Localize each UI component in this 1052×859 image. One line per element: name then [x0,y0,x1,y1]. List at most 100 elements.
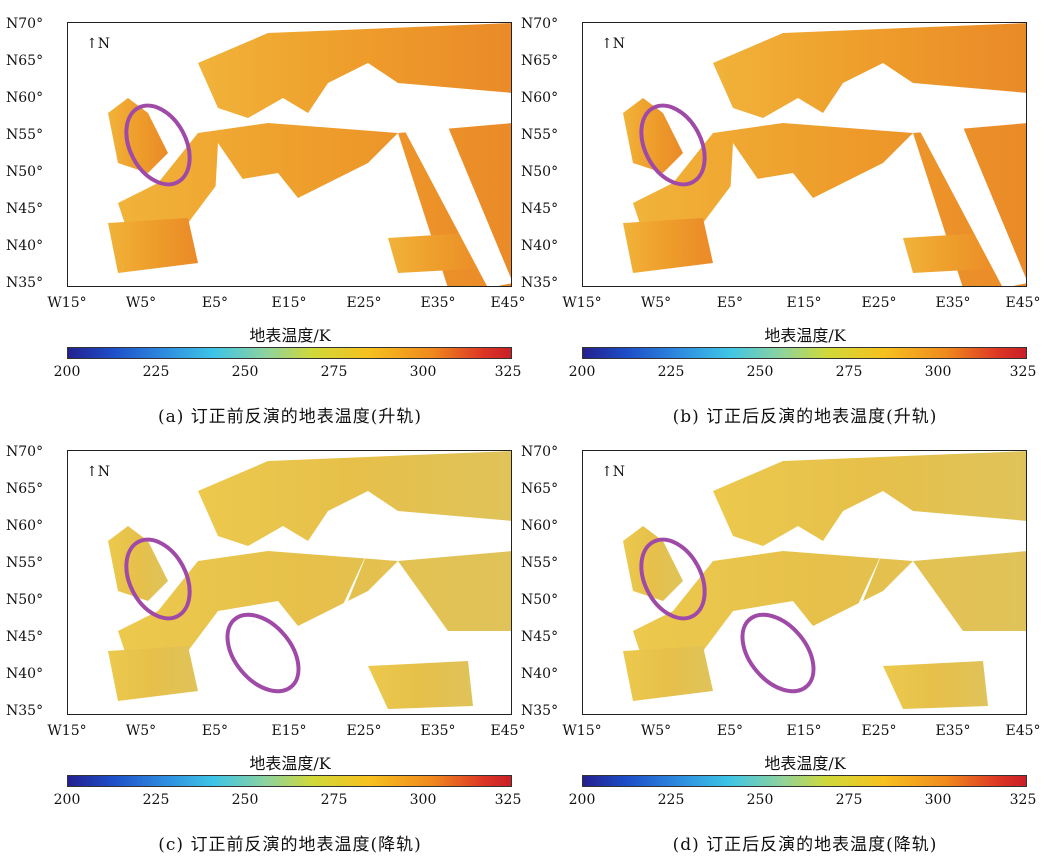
map-frame [582,22,1027,287]
map-panel-a: ↑N N70° N65° N60° N55° N50° N45° N40° N3… [0,0,526,428]
lon-label: E25° [861,295,897,311]
data-gap-east [813,551,883,701]
lat-label: N35° [521,275,559,291]
colorbar-tick: 275 [835,792,863,808]
lst-map [108,23,511,286]
lat-label: N70° [6,444,44,460]
lat-label: N55° [521,555,559,571]
colorbar-title: 地表温度/K [249,326,331,345]
lat-label: N55° [6,127,44,143]
land-uk [108,526,168,601]
colorbar-tick: 300 [409,792,437,808]
lat-label: N60° [6,90,44,106]
lat-label: N65° [521,53,559,69]
colorbar-tick: 325 [1009,364,1037,380]
land-uk [623,98,683,173]
land-scandinavia [198,451,511,546]
land-europe [633,123,1026,286]
colorbar [582,347,1027,359]
land-iberia [623,646,713,701]
data-gap-east [398,103,511,286]
lon-label: W5° [125,723,157,739]
colorbar-tick: 250 [746,792,774,808]
lon-label: E45° [1005,723,1041,739]
colorbar-tick: 250 [746,364,774,380]
lon-label: E15° [786,295,822,311]
lon-label: E15° [271,295,307,311]
land-europe [118,123,511,286]
colorbar-tick: 275 [320,792,348,808]
map-panel-c: ↑N N70° N65° N60° N55° N50° N45° N40° N3… [0,428,526,856]
highlight-ellipse-italy [225,612,301,694]
lat-label: N65° [6,53,44,69]
lat-label: N60° [521,90,559,106]
lat-label: N45° [521,201,559,217]
land-iberia [108,646,198,701]
lon-label: W5° [640,295,672,311]
north-arrow: ↑N [86,36,110,52]
lat-label: N40° [6,666,44,682]
colorbar-tick: 225 [142,792,170,808]
lon-label: W5° [125,295,157,311]
data-gap-west [728,143,788,233]
lat-label: N50° [6,164,44,180]
colorbar [67,347,512,359]
lat-label: N50° [6,592,44,608]
lon-label: E35° [935,723,971,739]
lat-label: N40° [6,238,44,254]
land-iberia [108,218,198,273]
lat-label: N50° [521,592,559,608]
lon-label: E35° [420,295,456,311]
colorbar-tick: 225 [657,364,685,380]
lon-label: E25° [346,723,382,739]
lst-map [623,23,1026,286]
lon-label: W15° [47,723,87,739]
panel-caption: (c) 订正前反演的地表温度(降轨) [158,835,422,855]
lat-label: N45° [6,201,44,217]
land-scandinavia [713,23,1026,118]
land-balkans [368,661,473,709]
map-frame [582,450,1027,715]
lon-label: E5° [716,295,744,311]
panel-caption: (a) 订正前反演的地表温度(升轨) [157,407,423,427]
highlight-ellipse-uk [639,537,707,621]
colorbar-tick: 275 [835,364,863,380]
lat-label: N50° [521,164,559,180]
land-europe [633,551,1026,661]
lat-label: N35° [6,703,44,719]
highlight-ellipse-uk [124,537,192,621]
land-uk [108,98,168,173]
colorbar-tick: 275 [320,364,348,380]
map-panel-b: ↑N N70° N65° N60° N55° N50° N45° N40° N3… [515,0,1041,428]
colorbar-tick: 300 [924,364,952,380]
lat-label: N40° [521,666,559,682]
lat-label: N45° [521,629,559,645]
colorbar-title: 地表温度/K [764,326,846,345]
lon-label: E25° [346,295,382,311]
lat-label: N60° [521,518,559,534]
land-scandinavia [713,451,1026,546]
lon-label: E45° [490,723,526,739]
colorbar-tick: 200 [53,364,81,380]
lat-label: N40° [521,238,559,254]
data-gap-east [913,103,1026,286]
colorbar-tick: 200 [568,364,596,380]
colorbar-tick: 225 [657,792,685,808]
colorbar-tick: 200 [53,792,81,808]
lat-label: N55° [6,555,44,571]
lat-label: N70° [521,16,559,32]
lon-label: E45° [1005,295,1041,311]
colorbar-title: 地表温度/K [764,754,846,773]
lst-map [623,451,1026,709]
land-europe [118,551,511,661]
land-turkey [903,233,1003,273]
north-arrow: ↑N [601,36,625,52]
map-panel-d: ↑N N70° N65° N60° N55° N50° N45° N40° N3… [515,428,1041,856]
lat-label: N70° [521,444,559,460]
highlight-ellipse-uk [124,103,192,187]
lon-label: W15° [562,723,602,739]
land-iberia [623,218,713,273]
land-turkey [388,233,488,273]
panel-caption: (b) 订正后反演的地表温度(升轨) [672,407,938,427]
lon-label: E25° [861,723,897,739]
